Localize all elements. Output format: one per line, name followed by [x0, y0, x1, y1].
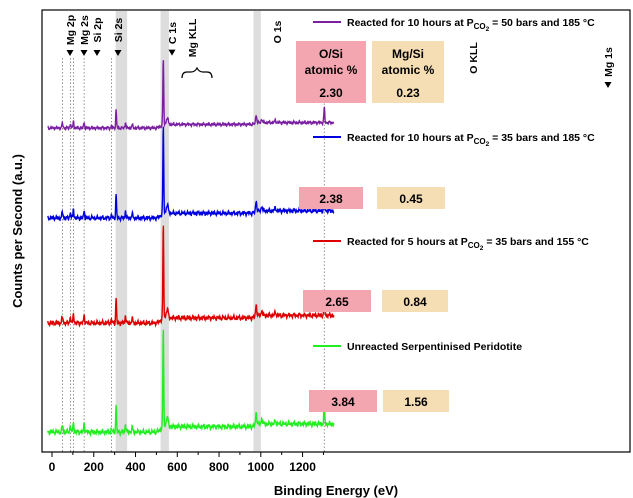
peak-arrow-si-2p — [93, 50, 101, 56]
x-tick-label-0: 0 — [49, 460, 56, 474]
ratio-header-o-si-box — [296, 41, 366, 103]
peak-dotted-lines — [62, 58, 325, 452]
y-axis-title: Counts per Second (a.u.) — [10, 154, 25, 308]
ratio-value-o-si-2: 2.38 — [319, 192, 343, 206]
trace-series-3 — [47, 225, 335, 328]
ratio-box-o-si-3 — [303, 290, 371, 312]
x-tick-label-800: 800 — [209, 460, 229, 474]
band-o-kll — [253, 11, 261, 451]
trace-series-2 — [47, 126, 335, 223]
ratio-value-o-si-1: 2.30 — [319, 86, 343, 100]
peak-arrow-mg-2s — [80, 50, 88, 56]
band-o-1s — [160, 11, 169, 451]
ratio-header-mg-si-line1: Mg/Si — [392, 47, 424, 61]
peak-label-mg-kll: Mg KLL — [187, 18, 199, 57]
ratio-header-o-si-line1: O/Si — [319, 47, 343, 61]
ratio-value-mg-si-1: 0.23 — [396, 86, 420, 100]
legend: Reacted for 10 hours at PCO2 = 50 bars a… — [313, 17, 595, 353]
x-tick-label-600: 600 — [167, 460, 187, 474]
peak-labels: Mg 2p Mg 2s Si 2p Si 2s C 1s Mg KLL O 1s O KLL M… — [65, 15, 615, 88]
legend-label-4: Unreacted Serpentinised Peridotite — [347, 341, 522, 353]
peak-label-c-1s: C 1s — [167, 22, 179, 44]
ratio-box-mg-si-2 — [377, 187, 445, 209]
band-mg-kll — [115, 11, 128, 451]
legend-label-1: Reacted for 10 hours at PCO2 = 50 bars a… — [347, 17, 595, 33]
peak-label-o-kll: O KLL — [468, 42, 480, 74]
ratio-value-o-si-4: 3.84 — [331, 395, 355, 409]
peak-arrow-c-1s — [168, 49, 176, 56]
ratio-header-mg-si-line2: atomic % — [382, 63, 435, 77]
peak-label-si-2p: Si 2p — [92, 17, 104, 42]
x-axis: 0 200 400 600 800 1000 1200 — [49, 452, 324, 474]
legend-label-2: Reacted for 10 hours at PCO2 = 35 bars a… — [347, 132, 595, 148]
ratio-box-o-si-2 — [299, 187, 363, 209]
trace-series-1 — [47, 60, 335, 132]
ratio-value-mg-si-2: 0.45 — [399, 192, 423, 206]
ratio-value-mg-si-4: 1.56 — [404, 395, 428, 409]
mg-kll-brace — [181, 66, 213, 79]
trace-series-4 — [47, 329, 335, 438]
ratio-header-mg-si-box — [372, 41, 444, 103]
atomic-ratio-boxes: O/Si atomic % Mg/Si atomic % 2.30 0.23 2.38 0.4… — [296, 41, 449, 412]
x-tick-label-1200: 1200 — [289, 460, 316, 474]
peak-label-mg-1s: Mg 1s — [603, 47, 615, 77]
legend-label-3: Reacted for 5 hours at PCO2 = 35 bars an… — [347, 236, 589, 252]
peak-arrow-mg-2p — [66, 50, 74, 56]
peak-arrow-mg-1s — [604, 82, 612, 88]
x-axis-title: Binding Energy (eV) — [274, 483, 398, 498]
peak-bands — [115, 11, 261, 451]
peak-arrow-si-2s — [114, 50, 122, 56]
peak-label-mg-2s: Mg 2s — [79, 15, 91, 45]
ratio-box-mg-si-3 — [382, 290, 448, 312]
x-tick-label-1000: 1000 — [247, 460, 274, 474]
peak-label-o-1s: O 1s — [272, 20, 284, 43]
ratio-box-mg-si-4 — [383, 390, 449, 412]
spectra-traces — [47, 60, 335, 438]
ratio-value-o-si-3: 2.65 — [325, 295, 349, 309]
x-tick-label-400: 400 — [126, 460, 146, 474]
peak-label-mg-2p: Mg 2p — [65, 15, 77, 45]
peak-label-si-2s: Si 2s — [113, 18, 125, 43]
plot-frame — [41, 9, 631, 453]
ratio-header-o-si-line2: atomic % — [305, 63, 358, 77]
ratio-box-o-si-4 — [309, 390, 377, 412]
x-tick-label-200: 200 — [84, 460, 104, 474]
ratio-value-mg-si-3: 0.84 — [403, 295, 427, 309]
